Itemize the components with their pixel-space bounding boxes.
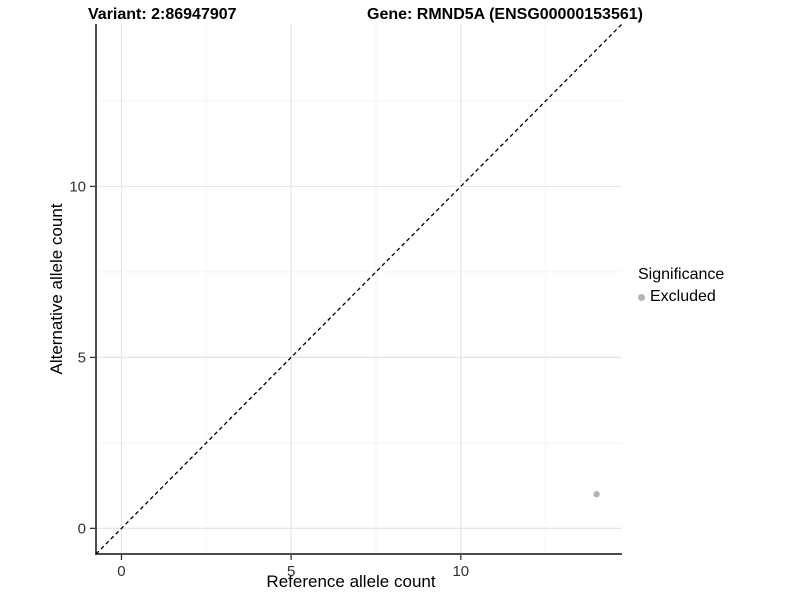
- y-tick-label: 0: [78, 520, 86, 537]
- legend-point-icon: [638, 293, 645, 301]
- y-tick-label: 5: [78, 349, 86, 366]
- legend: Significance Excluded: [638, 266, 724, 306]
- gene-title: Gene: RMND5A (ENSG00000153561): [367, 6, 643, 23]
- x-tick-label: 0: [117, 563, 125, 580]
- y-tick-label: 10: [69, 178, 86, 195]
- data-point: [593, 490, 600, 498]
- legend-item-label: Excluded: [650, 288, 716, 305]
- x-tick-label: 10: [452, 563, 469, 580]
- x-tick-label: 5: [287, 563, 295, 580]
- legend-item-excluded: Excluded: [638, 288, 724, 306]
- variant-title: Variant: 2:86947907: [88, 6, 237, 23]
- x-axis-title: Reference allele count: [266, 572, 436, 591]
- identity-line: [95, 23, 623, 555]
- legend-title: Significance: [638, 266, 725, 283]
